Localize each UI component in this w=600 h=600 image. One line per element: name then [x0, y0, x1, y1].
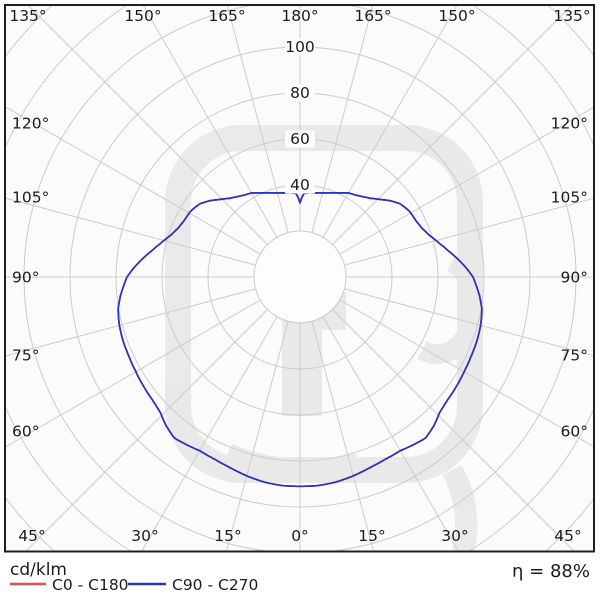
gamma-label-left: 60° — [12, 423, 39, 441]
radial-gridline — [311, 321, 375, 552]
gamma-label-bottom: 15° — [214, 527, 241, 545]
gamma-label-left: 120° — [12, 115, 49, 133]
gamma-label-left: 105° — [12, 189, 49, 207]
watermark-logo — [165, 125, 485, 552]
radial-gridline — [140, 316, 278, 552]
gamma-label-bottom: 0° — [291, 527, 309, 545]
radial-tick-label: 100 — [285, 38, 315, 56]
radial-gridline — [344, 197, 594, 266]
gamma-label-top: 165° — [354, 7, 391, 25]
radial-tick-chip — [285, 176, 315, 194]
radial-gridline — [142, 5, 278, 238]
radial-gridline — [5, 197, 256, 266]
radial-gridline — [339, 299, 594, 448]
axis-labels: 135° 150° 165° 180° 165° 150° 135° 45° 30° 15° 0° 1… — [9, 7, 590, 545]
radial-gridline — [225, 321, 289, 552]
gamma-label-bottom: 30° — [441, 527, 468, 545]
intensity-curves — [117, 191, 483, 488]
gamma-label-right: 120° — [551, 115, 588, 133]
radial-tick-chip — [285, 84, 315, 102]
gamma-label-right: 60° — [561, 423, 588, 441]
radial-gridline — [5, 288, 256, 357]
radial-gridline — [339, 106, 594, 255]
radial-gridline — [24, 309, 268, 552]
radial-tick-label: 60 — [290, 130, 310, 148]
curve-c90-c270 — [117, 191, 483, 488]
gamma-label-right: 75° — [561, 347, 588, 365]
polar-center-disc — [255, 232, 345, 322]
gamma-label-top: 135° — [9, 7, 46, 25]
radial-gridline — [5, 299, 261, 448]
chart-frame — [4, 4, 595, 553]
radial-gridline — [322, 316, 460, 552]
legend-label-c90: C90 - C270 — [172, 576, 258, 594]
gamma-label-right: 105° — [551, 189, 588, 207]
gamma-label-bottom: 45° — [554, 527, 581, 545]
radial-tick-chip — [285, 38, 315, 56]
radial-tick-chip — [285, 130, 315, 148]
gamma-label-left: 75° — [12, 347, 39, 365]
radial-gridline — [332, 309, 576, 552]
gamma-label-bottom: 45° — [18, 527, 45, 545]
gamma-label-left: 90° — [12, 269, 39, 287]
radial-gridline — [5, 106, 261, 255]
legend-label-c0: C0 - C180 — [52, 576, 129, 594]
radial-gridline — [322, 5, 458, 238]
radial-gridline — [344, 288, 594, 357]
gamma-label-bottom: 30° — [131, 527, 158, 545]
efficiency-label: η = 88% — [512, 561, 590, 582]
gamma-label-right: 90° — [561, 269, 588, 287]
gamma-label-top: 135° — [553, 7, 590, 25]
radial-tick-label: 40 — [290, 176, 310, 194]
gamma-label-top: 150° — [124, 7, 161, 25]
gamma-label-top: 165° — [208, 7, 245, 25]
radial-tick-label: 80 — [290, 84, 310, 102]
gamma-label-top: 150° — [438, 7, 475, 25]
gamma-label-top: 180° — [281, 7, 318, 25]
radial-gridline — [311, 5, 374, 233]
radial-gridline — [226, 5, 289, 233]
unit-label: cd/klm — [10, 560, 67, 580]
gamma-label-bottom: 15° — [358, 527, 385, 545]
